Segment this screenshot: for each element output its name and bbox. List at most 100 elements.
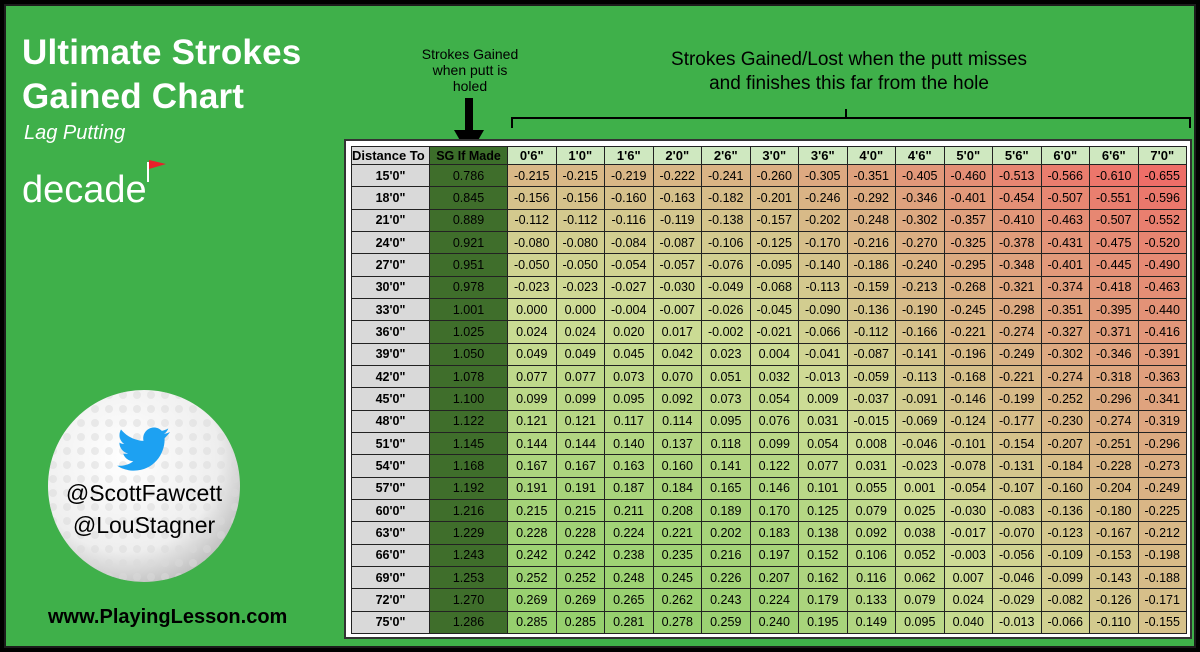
sg-miss-cell: -0.156 (507, 186, 557, 210)
sg-made-cell: 0.951 (429, 253, 508, 277)
sg-miss-cell: -0.302 (1040, 342, 1090, 366)
website-link: www.PlayingLesson.com (48, 606, 288, 628)
sg-made-cell: 1.243 (429, 543, 508, 567)
sg-miss-cell: -0.131 (992, 454, 1042, 478)
header-miss-distance: 1'0" (555, 146, 605, 165)
distance-cell: 15'0" (351, 163, 430, 188)
sg-miss-cell: 0.228 (555, 521, 605, 545)
sg-miss-cell: -0.054 (943, 476, 993, 500)
sg-miss-cell: -0.610 (1089, 163, 1139, 188)
sg-miss-cell: 0.095 (604, 387, 654, 411)
table-row: 60'0" 1.216 0.215 0.215 0.211 0.208 0.189 0.170… (351, 498, 1187, 523)
sg-miss-cell: 0.008 (846, 431, 896, 456)
sg-miss-cell: 0.045 (604, 342, 654, 366)
sg-miss-cell: -0.160 (1040, 476, 1090, 500)
sg-miss-cell: -0.113 (895, 364, 945, 389)
sg-miss-cell: -0.078 (943, 454, 993, 478)
sg-miss-cell: -0.153 (1089, 543, 1139, 567)
sg-made-cell: 0.889 (429, 208, 508, 232)
sg-miss-cell: -0.215 (507, 163, 557, 188)
sg-miss-cell: 0.079 (846, 498, 896, 523)
sg-miss-cell: 0.099 (749, 431, 799, 456)
sg-miss-cell: -0.110 (1089, 610, 1139, 635)
sg-miss-cell: 0.025 (895, 498, 945, 523)
sg-miss-cell: -0.252 (1040, 387, 1090, 411)
sg-miss-cell: 0.114 (652, 409, 702, 433)
sg-miss-cell: 0.191 (507, 476, 557, 500)
sg-miss-cell: 0.121 (555, 409, 605, 433)
sg-miss-cell: 0.133 (846, 588, 896, 612)
sg-miss-cell: 0.106 (846, 543, 896, 567)
sg-miss-cell: 0.031 (846, 454, 896, 478)
sg-miss-cell: 0.144 (555, 431, 605, 456)
sg-miss-cell: -0.125 (749, 230, 799, 255)
sg-miss-cell: 0.077 (555, 364, 605, 389)
sg-miss-cell: -0.166 (895, 320, 945, 344)
sg-made-cell: 1.168 (429, 454, 508, 478)
page-title-line2: Gained Chart (22, 77, 245, 116)
distance-cell: 72'0" (351, 588, 430, 612)
sg-made-cell: 1.145 (429, 431, 508, 456)
sg-miss-cell: 0.183 (749, 521, 799, 545)
sg-miss-cell: 0.202 (701, 521, 751, 545)
sg-miss-cell: -0.204 (1089, 476, 1139, 500)
sg-miss-cell: 0.095 (895, 610, 945, 635)
sg-miss-cell: -0.045 (749, 297, 799, 322)
sg-miss-cell: 0.101 (798, 476, 848, 500)
sg-miss-cell: -0.273 (1137, 454, 1187, 478)
sg-miss-cell: -0.116 (604, 208, 654, 232)
table-row: 51'0" 1.145 0.144 0.144 0.140 0.137 0.118 0.099… (351, 431, 1187, 456)
table-row: 30'0" 0.978 -0.023 -0.023 -0.027 -0.030 -0.049… (351, 275, 1187, 299)
table-row: 54'0" 1.168 0.167 0.167 0.163 0.160 0.141 0.122… (351, 454, 1187, 478)
distance-cell: 36'0" (351, 320, 430, 344)
sg-miss-cell: -0.251 (1089, 431, 1139, 456)
sg-miss-cell: -0.246 (798, 186, 848, 210)
sg-miss-cell: -0.405 (895, 163, 945, 188)
miss-annotation-line1: Strokes Gained/Lost when the putt misses (671, 49, 1027, 70)
sg-miss-cell: -0.013 (798, 364, 848, 389)
sg-miss-cell: 0.023 (701, 342, 751, 366)
sg-miss-cell: -0.230 (1040, 409, 1090, 433)
sg-miss-cell: 0.092 (846, 521, 896, 545)
sg-miss-cell: -0.049 (701, 275, 751, 299)
sg-miss-cell: -0.126 (1089, 588, 1139, 612)
sg-miss-cell: -0.507 (1089, 208, 1139, 232)
table-row: 24'0" 0.921 -0.080 -0.080 -0.084 -0.087 -0.106… (351, 230, 1187, 255)
sg-miss-cell: -0.188 (1137, 565, 1187, 590)
sg-miss-cell: -0.249 (1137, 476, 1187, 500)
sg-miss-cell: -0.454 (992, 186, 1042, 210)
sg-miss-cell: 0.179 (798, 588, 848, 612)
distance-cell: 39'0" (351, 342, 430, 366)
sg-miss-cell: -0.171 (1137, 588, 1187, 612)
table-row: 15'0" 0.786 -0.215 -0.215 -0.219 -0.222 -0.241… (351, 163, 1187, 188)
distance-cell: 24'0" (351, 230, 430, 255)
sg-miss-cell: -0.168 (943, 364, 993, 389)
table-row: 48'0" 1.122 0.121 0.121 0.117 0.114 0.095 0.076… (351, 409, 1187, 433)
sg-miss-cell: -0.026 (701, 297, 751, 322)
sg-miss-cell: 0.140 (604, 431, 654, 456)
sg-miss-cell: -0.378 (992, 230, 1042, 255)
sg-miss-cell: 0.146 (749, 476, 799, 500)
sg-miss-cell: -0.196 (943, 342, 993, 366)
sg-miss-cell: 0.024 (507, 320, 557, 344)
distance-cell: 21'0" (351, 208, 430, 232)
sg-miss-cell: 0.024 (555, 320, 605, 344)
distance-cell: 66'0" (351, 543, 430, 567)
sg-miss-cell: 0.262 (652, 588, 702, 612)
sg-miss-cell: 0.073 (604, 364, 654, 389)
header-miss-distance: 5'6" (992, 146, 1042, 165)
distance-cell: 60'0" (351, 498, 430, 523)
sg-miss-cell: -0.163 (652, 186, 702, 210)
header-miss-distance: 7'0" (1137, 146, 1187, 165)
sg-miss-cell: 0.077 (507, 364, 557, 389)
sg-miss-cell: -0.348 (992, 253, 1042, 277)
sg-miss-cell: -0.030 (943, 498, 993, 523)
distance-cell: 42'0" (351, 364, 430, 389)
golf-ball-icon (48, 390, 240, 582)
miss-annotation: Strokes Gained/Lost when the putt misses… (594, 48, 1104, 96)
sg-miss-cell: -0.083 (992, 498, 1042, 523)
header-miss-distance: 0'6" (507, 146, 557, 165)
sg-miss-cell: 0.211 (604, 498, 654, 523)
table-row: 42'0" 1.078 0.077 0.077 0.073 0.070 0.051 0.032… (351, 364, 1187, 389)
